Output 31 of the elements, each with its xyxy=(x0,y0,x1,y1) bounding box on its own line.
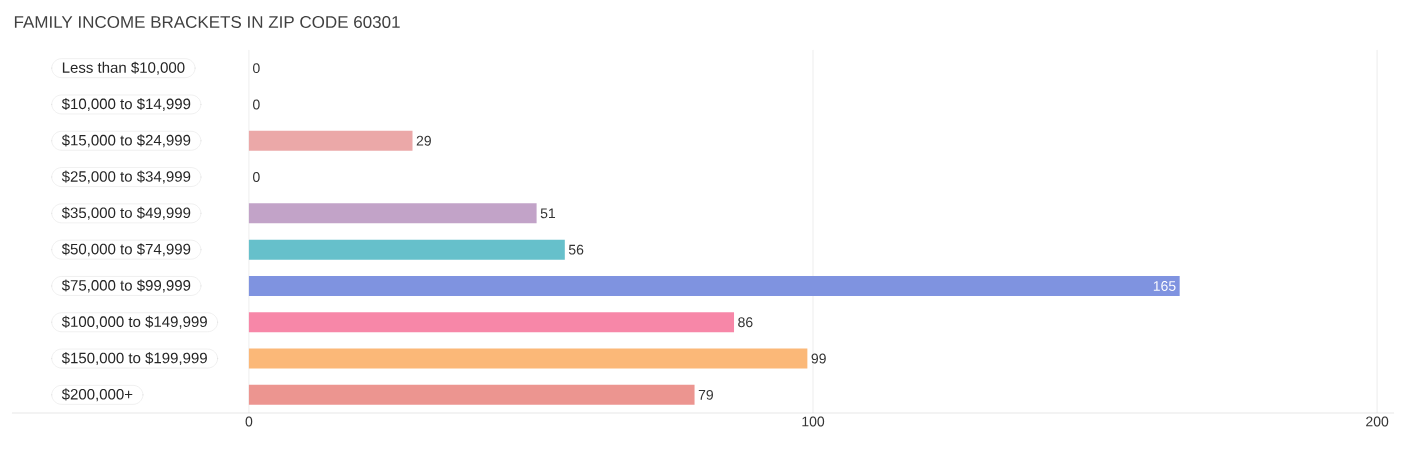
bar xyxy=(248,275,1180,296)
y-tick-label: $35,000 to $49,999 xyxy=(61,206,191,220)
y-tick-label: $75,000 to $99,999 xyxy=(61,279,191,293)
data-label: 51 xyxy=(540,208,556,219)
y-tick-label: $150,000 to $199,999 xyxy=(61,352,207,366)
x-tick-label: 200 xyxy=(1366,416,1389,427)
bar xyxy=(248,348,808,369)
bar xyxy=(248,384,695,405)
chart-title: FAMILY INCOME BRACKETS IN ZIP CODE 60301 xyxy=(14,15,400,29)
data-label: 86 xyxy=(738,317,753,328)
data-label: 56 xyxy=(568,244,584,255)
y-tick-label: $10,000 to $14,999 xyxy=(61,97,191,111)
data-label: 79 xyxy=(698,389,713,400)
x-tick-label: 0 xyxy=(245,416,253,427)
y-tick-label: $100,000 to $149,999 xyxy=(61,315,207,329)
data-label: 165 xyxy=(1153,280,1176,291)
data-label: 0 xyxy=(253,63,260,74)
y-tick-label: Less than $10,000 xyxy=(62,61,185,75)
bar xyxy=(248,130,413,151)
x-tick-label: 100 xyxy=(802,416,825,427)
data-label: 29 xyxy=(416,135,431,146)
data-label: 0 xyxy=(253,99,260,110)
data-label: 99 xyxy=(811,353,826,364)
bar xyxy=(248,312,735,333)
y-tick-label: $50,000 to $74,999 xyxy=(61,243,191,257)
y-tick-label: $15,000 to $24,999 xyxy=(61,134,191,148)
y-tick-label: $25,000 to $34,999 xyxy=(61,170,191,184)
y-tick-label: $200,000+ xyxy=(61,388,133,402)
bar xyxy=(248,239,565,260)
bar xyxy=(248,203,537,224)
data-label: 0 xyxy=(253,172,260,183)
